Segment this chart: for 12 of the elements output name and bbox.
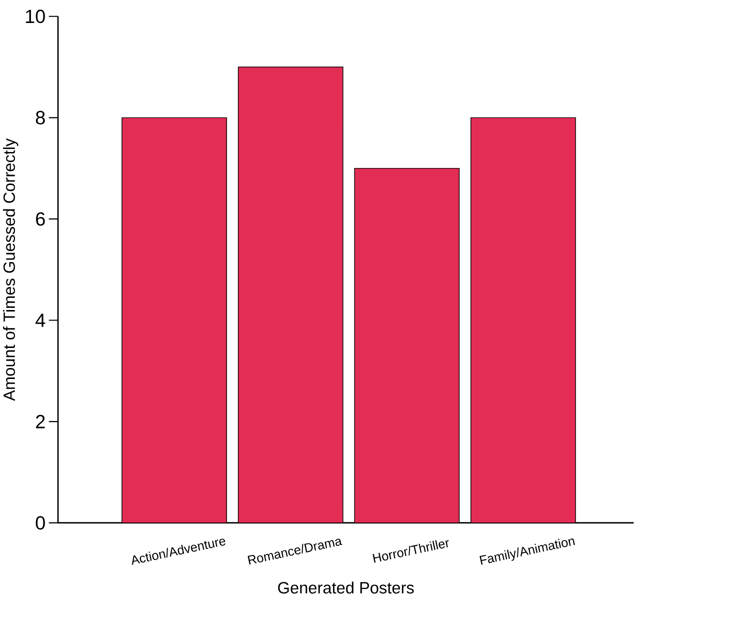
bar (238, 66, 344, 523)
y-tick-label: 0 (36, 516, 45, 530)
y-tick-label: 6 (36, 212, 45, 226)
bar (354, 168, 460, 523)
y-tick-label: 2 (36, 415, 45, 428)
y-axis-title: Amount of Times Guessed Correctly (3, 138, 18, 402)
bar (470, 117, 576, 523)
x-axis-title: Generated Posters (278, 582, 414, 594)
bar (122, 117, 228, 523)
y-tick-label: 10 (26, 10, 45, 24)
y-tick-label: 8 (36, 111, 45, 125)
y-tick-label: 4 (36, 314, 46, 327)
